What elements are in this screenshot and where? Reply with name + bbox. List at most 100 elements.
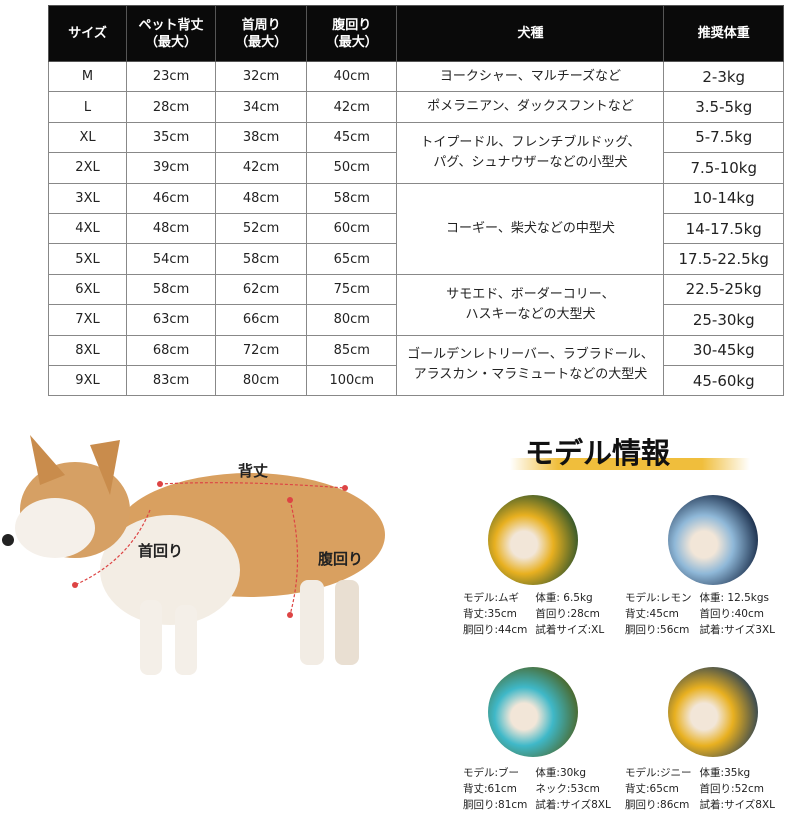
size-cell: 6XL bbox=[47, 273, 128, 306]
header-back-length: ペット背丈 （最大） bbox=[126, 5, 217, 62]
breed-cell: ポメラニアン、ダックスフントなど bbox=[396, 91, 665, 123]
size-cell: 8XL bbox=[47, 334, 128, 366]
back-cell: 46cm bbox=[126, 182, 217, 214]
neck-cell: 42cm bbox=[215, 152, 308, 184]
size-cell: XL bbox=[47, 121, 128, 154]
back-cell: 58cm bbox=[126, 273, 217, 306]
model-info-line: 背丈:35cm bbox=[463, 608, 517, 620]
model-info-line: 背丈:65cm bbox=[625, 783, 679, 795]
model-info-line: 首回り:40cm bbox=[699, 608, 764, 620]
weight-cell: 22.5-25kg bbox=[663, 273, 784, 306]
neck-cell: 32cm bbox=[215, 60, 308, 93]
model-info-line: モデル:ムギ bbox=[463, 592, 520, 604]
size-cell: 7XL bbox=[47, 304, 128, 336]
breed-cell: ヨークシャー、マルチーズなど bbox=[396, 60, 665, 93]
header-breed: 犬種 bbox=[396, 5, 665, 62]
header-belly: 腹回り （最大） bbox=[306, 5, 398, 62]
size-chart-table: サイズ ペット背丈 （最大） 首周り （最大） 腹回り （最大） 犬種 推奨体重 M 23c… bbox=[47, 5, 784, 397]
weight-cell: 14-17.5kg bbox=[663, 212, 784, 245]
neck-cell: 48cm bbox=[215, 182, 308, 214]
belly-cell: 40cm bbox=[306, 60, 398, 93]
size-cell: 9XL bbox=[47, 364, 128, 397]
models-title: モデル情報 bbox=[525, 436, 671, 470]
back-cell: 39cm bbox=[126, 152, 217, 184]
neck-cell: 66cm bbox=[215, 304, 308, 336]
neck-cell: 34cm bbox=[215, 91, 308, 123]
breed-cell: コーギー、柴犬などの中型犬 bbox=[396, 182, 665, 275]
size-cell: M bbox=[47, 60, 128, 93]
model-photo bbox=[668, 667, 758, 757]
belly-cell: 58cm bbox=[306, 182, 398, 214]
back-cell: 35cm bbox=[126, 121, 217, 154]
model-info-line: モデル:ジニー bbox=[625, 767, 692, 779]
table-row: 5XL 54cm 58cm 65cm 17.5-22.5kg bbox=[47, 243, 784, 275]
table-row: 2XL 39cm 42cm 50cm 7.5-10kg bbox=[47, 152, 784, 184]
model-info-line: 背丈:61cm bbox=[463, 783, 517, 795]
model-info-line: 体重:30kg bbox=[535, 767, 587, 779]
belly-cell: 75cm bbox=[306, 273, 398, 306]
model-info-line: 体重:35kg bbox=[699, 767, 751, 779]
corgi-image bbox=[2, 435, 385, 675]
size-cell: L bbox=[47, 91, 128, 123]
belly-cell: 100cm bbox=[306, 364, 398, 397]
back-cell: 83cm bbox=[126, 364, 217, 397]
back-cell: 63cm bbox=[126, 304, 217, 336]
back-cell: 68cm bbox=[126, 334, 217, 366]
belly-label: 腹回り bbox=[318, 550, 364, 568]
model-info-line: 胴回り:86cm bbox=[625, 799, 690, 811]
neck-cell: 38cm bbox=[215, 121, 308, 154]
model-photo bbox=[668, 495, 758, 585]
size-cell: 4XL bbox=[47, 212, 128, 245]
model-info-line: ネック:53cm bbox=[535, 783, 600, 795]
belly-cell: 42cm bbox=[306, 91, 398, 123]
header-size: サイズ bbox=[47, 5, 128, 62]
model-photo bbox=[488, 495, 578, 585]
model-info-line: 胴回り:81cm bbox=[463, 799, 528, 811]
back-length-label: 背丈 bbox=[238, 462, 269, 480]
table-row: L 28cm 34cm 42cm ポメラニアン、ダックスフントなど 3.5-5kg bbox=[47, 91, 784, 123]
weight-cell: 45-60kg bbox=[663, 364, 784, 397]
neck-cell: 80cm bbox=[215, 364, 308, 397]
model-info-line: モデル:ブー bbox=[463, 767, 520, 779]
model-info-line: 胴回り:44cm bbox=[463, 624, 528, 636]
belly-cell: 65cm bbox=[306, 243, 398, 275]
model-info-line: 背丈:45cm bbox=[625, 608, 679, 620]
weight-cell: 30-45kg bbox=[663, 334, 784, 366]
neck-label: 首回り bbox=[138, 542, 184, 560]
breed-cell: ゴールデンレトリーバー、ラブラドール、 アラスカン・マラミュートなどの大型犬 bbox=[396, 334, 665, 397]
size-cell: 5XL bbox=[47, 243, 128, 275]
back-cell: 48cm bbox=[126, 212, 217, 245]
weight-cell: 3.5-5kg bbox=[663, 91, 784, 123]
header-weight: 推奨体重 bbox=[663, 5, 784, 62]
table-row: 7XL 63cm 66cm 80cm 25-30kg bbox=[47, 304, 784, 336]
belly-cell: 45cm bbox=[306, 121, 398, 154]
model-info-line: 体重: 6.5kg bbox=[535, 592, 593, 604]
belly-cell: 80cm bbox=[306, 304, 398, 336]
table-row: XL 35cm 38cm 45cm トイプードル、フレンチブルドッグ、 パグ、シュナウザ… bbox=[47, 121, 784, 184]
weight-cell: 2-3kg bbox=[663, 60, 784, 93]
belly-cell: 85cm bbox=[306, 334, 398, 366]
table-row: 3XL 46cm 48cm 58cm コーギー、柴犬などの中型犬 10-14kg bbox=[47, 182, 784, 275]
weight-cell: 17.5-22.5kg bbox=[663, 243, 784, 275]
neck-cell: 52cm bbox=[215, 212, 308, 245]
model-info: モデル:レモン 体重: 12.5kgs 背丈:45cm 首回り:40cm 胴回り:56c… bbox=[625, 590, 775, 638]
weight-cell: 10-14kg bbox=[663, 182, 784, 214]
breed-cell: サモエド、ボーダーコリー、 ハスキーなどの大型犬 bbox=[396, 273, 665, 336]
size-cell: 3XL bbox=[47, 182, 128, 214]
model-info-line: 首回り:52cm bbox=[699, 783, 764, 795]
model-photo bbox=[488, 667, 578, 757]
neck-cell: 62cm bbox=[215, 273, 308, 306]
model-info: モデル:ジニー 体重:35kg 背丈:65cm 首回り:52cm 胴回り:86cm 試着:… bbox=[625, 765, 775, 813]
belly-cell: 60cm bbox=[306, 212, 398, 245]
table-row: 6XL 58cm 62cm 75cm サモエド、ボーダーコリー、 ハスキーなどの大型犬 2… bbox=[47, 273, 784, 336]
model-info-line: 首回り:28cm bbox=[535, 608, 600, 620]
header-neck: 首周り （最大） bbox=[215, 5, 308, 62]
model-info-line: 試着サイズ:XL bbox=[535, 624, 605, 636]
model-info-line: 胴回り:56cm bbox=[625, 624, 690, 636]
model-info: モデル:ブー 体重:30kg 背丈:61cm ネック:53cm 胴回り:81cm 試着:サ… bbox=[463, 765, 611, 813]
weight-cell: 25-30kg bbox=[663, 304, 784, 336]
title-underline bbox=[510, 458, 750, 470]
model-info-line: 体重: 12.5kgs bbox=[699, 592, 770, 604]
model-info: モデル:ムギ 体重: 6.5kg 背丈:35cm 首回り:28cm 胴回り:44cm 試着… bbox=[463, 590, 604, 638]
table-row: M 23cm 32cm 40cm ヨークシャー、マルチーズなど 2-3kg bbox=[47, 60, 784, 93]
